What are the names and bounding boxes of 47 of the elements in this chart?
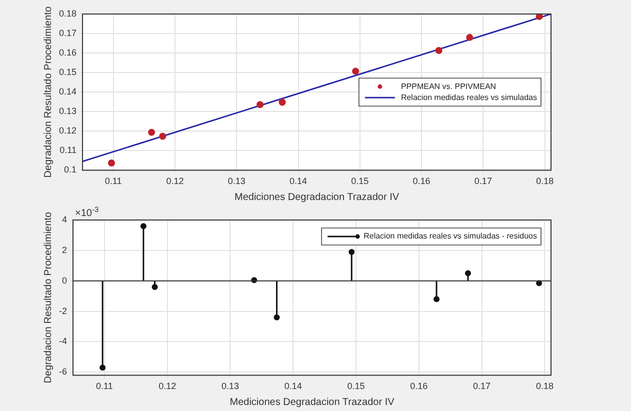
y-tick-label: 0.13 xyxy=(58,106,77,116)
x-tick-label: 0.18 xyxy=(536,176,554,186)
x-axis-title: Mediciones Degradacion Trazador IV xyxy=(234,192,400,203)
y-tick-label: 0.18 xyxy=(58,8,77,18)
legend-label: Relacion medidas reales vs simuladas - residuos xyxy=(364,232,538,241)
y-axis-title: Degradacion Resultado Procedimiento xyxy=(42,6,54,178)
point xyxy=(466,34,474,41)
x-tick-label: 0.14 xyxy=(290,176,308,186)
y-tick-label: 0.14 xyxy=(58,86,77,97)
x-tick-label: 0.16 xyxy=(410,381,428,392)
x-tick-label: 0.18 xyxy=(536,381,554,392)
point xyxy=(278,98,286,106)
legend-label: PPPMEAN vs. PPIVMEAN xyxy=(400,82,496,91)
x-tick-label: 0.11 xyxy=(96,381,113,392)
point xyxy=(108,159,115,166)
x-tick-label: 0.12 xyxy=(166,176,184,186)
legend-label: Relacion medidas reales vs simuladas xyxy=(400,92,537,102)
point xyxy=(352,68,360,75)
point xyxy=(148,128,156,136)
x-tick-label: 0.14 xyxy=(284,381,302,392)
y-tick-label: 0.16 xyxy=(58,48,77,58)
y-tick-label: 0.12 xyxy=(58,126,77,136)
y-tick-label: 4 xyxy=(62,214,67,224)
y-tick-label: -2 xyxy=(58,306,67,316)
point xyxy=(159,132,166,140)
x-tick-label: 0.17 xyxy=(473,381,491,392)
y-tick-label: 0.11 xyxy=(60,145,77,156)
x-tick-label: 0.12 xyxy=(158,381,176,392)
x-tick-label: 0.15 xyxy=(347,381,365,392)
point xyxy=(536,14,543,20)
y-tick-label: 0.1 xyxy=(64,164,77,175)
x-tick-label: 0.13 xyxy=(221,381,240,392)
x-tick-label: 0.13 xyxy=(228,176,246,186)
x-tick-label: 0.11 xyxy=(104,176,122,186)
x-axis-title: Mediciones Degradacion Trazador IV xyxy=(230,396,395,408)
y-tick-label: 0.15 xyxy=(58,67,77,78)
point xyxy=(256,101,264,108)
y-tick-label: 0.17 xyxy=(58,28,77,38)
y-axis-title: Degradacion Resultado Procedimiento xyxy=(42,212,54,384)
y-tick-label: 0 xyxy=(62,275,67,286)
y-tick-label: 2 xyxy=(62,244,67,255)
point xyxy=(435,47,442,54)
x-tick-label: 0.16 xyxy=(412,176,430,186)
x-tick-label: 0.17 xyxy=(474,176,492,186)
y-tick-label: -4 xyxy=(58,336,67,346)
y-tick-label: -6 xyxy=(58,366,67,377)
x-tick-label: 0.15 xyxy=(351,176,369,186)
